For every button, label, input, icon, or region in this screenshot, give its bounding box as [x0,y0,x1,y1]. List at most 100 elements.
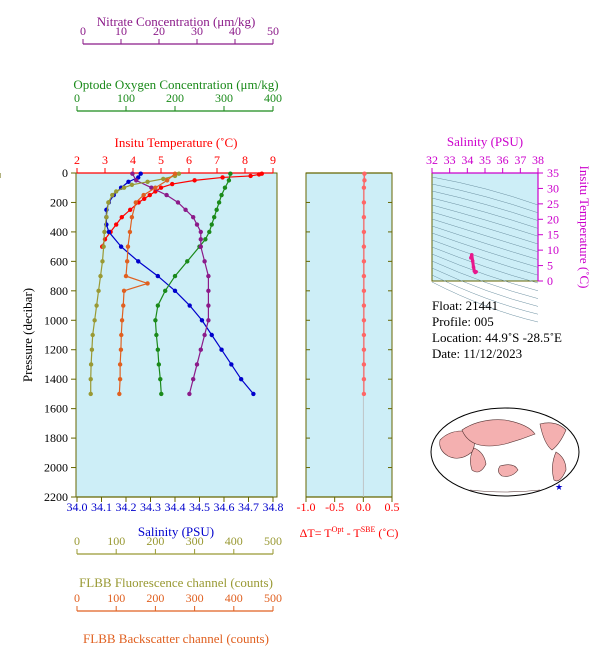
optode-oxygen-concentration-point [222,185,228,190]
salinity-point [199,318,205,323]
insitu-temperature-point [114,222,119,227]
flbb-backscatter-point [145,281,150,286]
oxygen-axis-title: Optode Oxygen Concentration (μm/kg) [73,77,278,92]
insitu-temperature-point [147,192,152,198]
delta-t-title-prefix: ΔT= T [300,526,333,540]
temperature-tick-label: 8 [242,153,248,167]
nitrate-tick-label: 20 [153,24,165,38]
delta-t-point [361,288,367,294]
pressure-tick-label: 1000 [44,313,68,327]
ts-density-contour [431,267,539,307]
ts-density-contour [431,260,539,299]
float-id: Float: 21441 [432,298,499,313]
delta-t-point [361,347,367,352]
temperature-tick-label: 6 [186,153,192,167]
insitu-temperature-point [248,173,253,179]
pressure-tick-label: 1800 [44,431,68,445]
delta-t-title-sup1: Opt [332,525,345,534]
salinity-point [118,244,124,249]
delta-t-title-mid: - T [344,526,362,540]
salinity-point [238,376,244,382]
flbb-fluorescence-point [88,376,93,382]
nitrate-concentration-point [198,237,203,242]
salinity-point [251,391,256,397]
flbb-backscatter-point [117,362,123,367]
ts-temperature-axis-title: Insitu Temperature (˚C) [577,165,592,288]
optode-oxygen-concentration-point [155,347,161,352]
flbb-fluorescence-point [129,182,135,187]
salinity-point [172,288,178,294]
flbb-backscatter-point [123,273,129,279]
flbb-fluorescence-point [121,185,127,190]
delta-t-tick-label: -0.5 [325,500,344,514]
optode-oxygen-concentration-point [153,318,158,323]
salinity-point [155,273,161,279]
ts-salinity-tick-label: 38 [532,153,544,167]
backscatter-tick-label: 400 [225,591,243,605]
salinity-tick-label: 34.4 [165,500,186,514]
nitrate-concentration-point [183,207,188,213]
temperature-tick-label: 9 [270,153,276,167]
delta-t-point [361,214,367,220]
flbb-fluorescence-point [161,176,166,182]
temperature-tick-label: 7 [214,153,220,167]
temperature-tick-label: 2 [74,153,80,167]
optode-oxygen-concentration-point [209,222,214,227]
nitrate-concentration-point [194,362,200,367]
ts-salinity-tick-label: 33 [444,153,456,167]
nitrate-concentration-point [202,259,207,264]
fluorescence-tick-label: 500 [264,534,282,548]
pressure-tick-label: 2000 [44,461,68,475]
nitrate-concentration-point [191,376,196,382]
ts-density-contour [431,218,539,253]
flbb-backscatter-point [118,347,124,352]
ts-density-contour [431,190,539,221]
ts-density-contour [431,204,539,237]
ts-temperature-tick-label: 20 [547,212,559,226]
flbb-backscatter-point [153,185,158,190]
ts-salinity-tick-label: 34 [461,153,473,167]
delta-t-point [362,178,367,183]
salinity-tick-label: 34.7 [238,500,259,514]
flbb-backscatter-point [124,259,130,264]
flbb-backscatter-point [141,192,146,198]
salinity-point [138,171,143,176]
nitrate-concentration-point [198,229,203,235]
optode-oxygen-concentration-point [185,259,190,264]
delta-t-line [363,173,366,394]
insitu-temperature-point [192,178,197,183]
pressure-tick-label: 1600 [44,402,68,416]
backscatter-tick-label: 0 [74,591,80,605]
optode-oxygen-concentration-point [172,273,178,279]
optode-oxygen-concentration-point [216,200,222,205]
flbb-fluorescence-point [92,318,97,323]
nitrate-tick-label: 30 [191,24,203,38]
salinity-tick-label: 34.2 [116,500,137,514]
ts-density-contour [431,183,539,214]
flbb-backscatter-point [121,288,127,294]
flbb-fluorescence-point [114,189,119,194]
flbb-fluorescence-line [90,173,180,394]
flbb-fluorescence-point [88,391,93,397]
ts-temperature-tick-label: 10 [547,243,559,257]
delta-t-point [362,171,367,176]
optode-oxygen-concentration-point [163,288,168,294]
nitrate-tick-label: 40 [229,24,241,38]
flbb-backscatter-point [117,376,123,382]
oxygen-tick-label: 200 [166,91,184,105]
ts-density-contour [431,232,539,268]
nitrate-concentration-point [187,391,192,397]
backscatter-tick-label: 500 [264,591,282,605]
flbb-backscatter-point [172,171,178,176]
salinity-point [136,259,141,264]
delta-t-point [361,376,367,382]
oxygen-tick-label: 100 [117,91,135,105]
ts-density-contour [431,253,539,292]
ts-temperature-tick-label: 25 [547,197,559,211]
optode-oxygen-concentration-point [214,207,219,213]
salinity-point [229,362,234,367]
optode-oxygen-concentration-point [156,362,162,367]
ts-profile-point [469,252,474,257]
optode-oxygen-concentration-point [226,178,232,183]
